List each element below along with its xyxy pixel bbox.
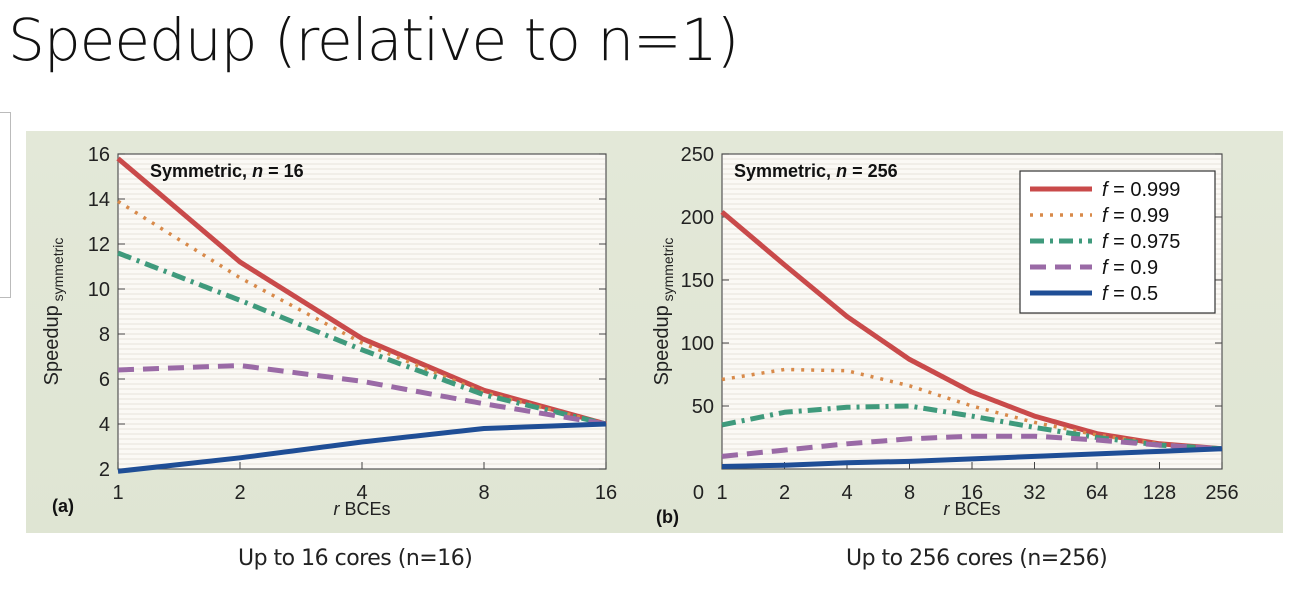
x-tick-label: 1 [112,482,123,504]
legend: f = 0.999 f = 0.99 f = 0.975 f = 0.9 f = 0.5 [1019,170,1216,314]
y-tick-label: 10 [88,279,110,301]
legend-label-f-0-975: f = 0.975 [1102,231,1180,253]
y-tick-label: 150 [681,270,714,292]
x-tick-label: 1 [716,482,727,504]
caption-right: Up to 256 cores (n=256) [846,546,1108,571]
x-tick-label: 32 [1023,482,1045,504]
y-tick-label: 12 [88,234,110,256]
series-line-f-0-975 [117,250,607,427]
y-tick-label: 200 [681,207,714,229]
x-tick-label: 128 [1143,482,1176,504]
x-tick-label: 64 [1086,482,1108,504]
y-tick-label: 100 [681,333,714,355]
x-tick-label: 8 [904,482,915,504]
x-tick-label: 4 [841,482,852,504]
series-line-f-0-999 [720,210,1223,452]
left-edge-bracket [0,112,11,298]
legend-label-f-0-9: f = 0.9 [1102,257,1158,279]
x-tick-label: 256 [1205,482,1238,504]
series-line-f-0-9 [721,433,1223,459]
y-tick-label: 50 [692,396,714,418]
y-tick-label: 14 [88,189,110,211]
y-axis-label: Speedup symmetric [651,238,676,386]
caption-left: Up to 16 cores (n=16) [238,546,473,571]
slide-title: Speedup (relative to n=1) [8,6,739,74]
series-line-f-0-5 [117,421,607,474]
legend-label-f-0-99: f = 0.99 [1102,205,1169,227]
plot-area [117,153,607,470]
x-tick-label: 4 [356,482,367,504]
y-tick-label: 6 [99,369,110,391]
legend-label-f-0-999: f = 0.999 [1102,179,1180,201]
x-tick-label: 8 [478,482,489,504]
grid-lines [119,158,605,465]
legend-label-f-0-5: f = 0.5 [1102,283,1158,305]
series-line-f-0-5 [721,446,1223,469]
series-line-f-0-999 [116,156,607,427]
x-tick-label: 2 [234,482,245,504]
y-tick-label: 8 [99,324,110,346]
chart-title: Symmetric, n = 16 [150,161,304,181]
x-tick-label: 2 [779,482,790,504]
x-tick-label: 16 [961,482,983,504]
series-line-f-0-99 [117,199,607,426]
y-axis-label: Speedup symmetric [41,238,66,386]
x-tick-label: 16 [595,482,617,504]
y-tick-label: 250 [681,144,714,166]
series-line-f-0-9 [117,363,607,427]
y-tick-label: 16 [88,144,110,166]
chart-title: Symmetric, n = 256 [734,161,898,181]
y-tick-label: 4 [99,414,110,436]
panel-label: (a) [52,496,74,516]
panel-label: (b) [656,507,679,527]
chart-panel-b: 50 100 150 200 250 0 1 2 4 8 16 32 64 128 256 r BCEs Spe… [651,144,1239,527]
y-zero-label: 0 [693,482,704,504]
series-line-f-0-975 [721,403,1223,452]
y-tick-label: 2 [99,459,110,481]
x-axis-label: r BCEs [943,499,1000,519]
x-axis-label: r BCEs [333,499,390,519]
